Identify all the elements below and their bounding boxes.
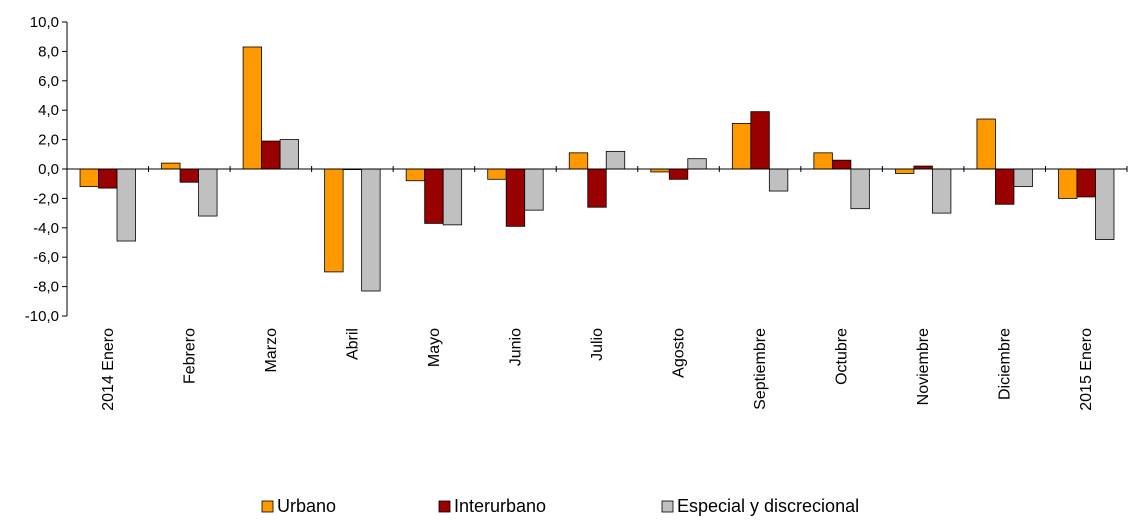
legend-label: Interurbano [454, 496, 546, 516]
bar-3-10 [850, 168, 870, 210]
y-tick-label: -2,0 [33, 190, 59, 207]
category-label: Abril [344, 328, 361, 360]
bar-3-9 [768, 168, 789, 192]
y-tick-label: 6,0 [38, 73, 59, 90]
bar-1-7 [568, 152, 589, 170]
y-tick-label: 10,0 [30, 14, 59, 31]
category-label: Mayo [426, 328, 443, 367]
bar-3-3 [279, 139, 300, 170]
bar-1-9 [731, 123, 752, 170]
y-tick-label: -4,0 [33, 220, 59, 237]
category-label: Septiembre [752, 328, 769, 410]
bar-3-2 [198, 168, 218, 217]
y-tick-label: 4,0 [38, 102, 59, 119]
legend-label: Especial y discrecional [677, 496, 859, 516]
category-label: Agosto [671, 328, 688, 378]
bar-3-4 [361, 168, 381, 292]
bar-1-3 [242, 46, 263, 170]
bar-2-12 [995, 168, 1015, 205]
bar-3-13 [1095, 168, 1115, 240]
bar-1-5 [405, 168, 426, 182]
legend-swatch [261, 500, 274, 513]
legend-swatch [661, 500, 674, 513]
legend-swatch [438, 500, 451, 513]
bar-2-5 [424, 168, 444, 224]
bar-1-1 [79, 168, 99, 188]
y-tick-label: -6,0 [33, 249, 59, 266]
y-tick-label: 0,0 [38, 161, 59, 178]
bar-1-2 [161, 162, 181, 170]
axes-group [62, 21, 1128, 317]
bar-2-1 [98, 168, 118, 189]
bars-group [79, 46, 1115, 292]
category-label: Diciembre [997, 328, 1014, 400]
category-label: Noviembre [915, 328, 932, 405]
category-label: Febrero [181, 328, 198, 384]
category-label: 2015 Enero [1078, 328, 1095, 411]
bar-2-2 [179, 168, 199, 183]
bar-3-6 [524, 168, 544, 211]
bar-3-1 [116, 168, 136, 242]
bar-3-11 [932, 168, 952, 214]
bar-2-6 [505, 168, 526, 227]
y-tick-label: -8,0 [33, 279, 59, 296]
bar-1-6 [487, 168, 507, 180]
bar-1-4 [324, 168, 344, 273]
category-labels: 2014 Enero Febrero Marzo Abril Mayo Junio Juli… [100, 328, 1095, 411]
bar-2-13 [1076, 168, 1096, 198]
legend-label: Urbano [277, 496, 336, 516]
category-label: Marzo [263, 328, 280, 373]
category-label: Octubre [834, 328, 851, 385]
category-label: 2014 Enero [100, 328, 117, 411]
bar-3-8 [687, 158, 707, 170]
category-label: Julio [589, 328, 606, 361]
bar-1-13 [1058, 168, 1078, 199]
bar-3-12 [1013, 168, 1033, 188]
bar-2-3 [261, 140, 281, 170]
y-tick-label: 2,0 [38, 132, 59, 149]
legend: Urbano Interurbano Especial y discrecional [261, 496, 859, 516]
y-tick-labels: 10,0 8,0 6,0 4,0 2,0 0,0 -2,0 -4,0 -6,0 -8,0 -10,0 [25, 14, 59, 325]
bar-3-5 [442, 168, 463, 226]
bar-2-9 [750, 111, 770, 170]
bar-1-12 [976, 118, 996, 170]
y-tick-label: 8,0 [38, 43, 59, 60]
y-tick-label: -10,0 [25, 308, 59, 325]
bar-2-10 [831, 159, 852, 170]
bar-3-7 [605, 150, 626, 170]
bar-2-8 [668, 168, 689, 180]
bar-1-10 [813, 152, 833, 170]
category-label: Junio [508, 328, 525, 366]
bar-1-11 [895, 168, 915, 174]
bar-2-7 [587, 168, 607, 208]
